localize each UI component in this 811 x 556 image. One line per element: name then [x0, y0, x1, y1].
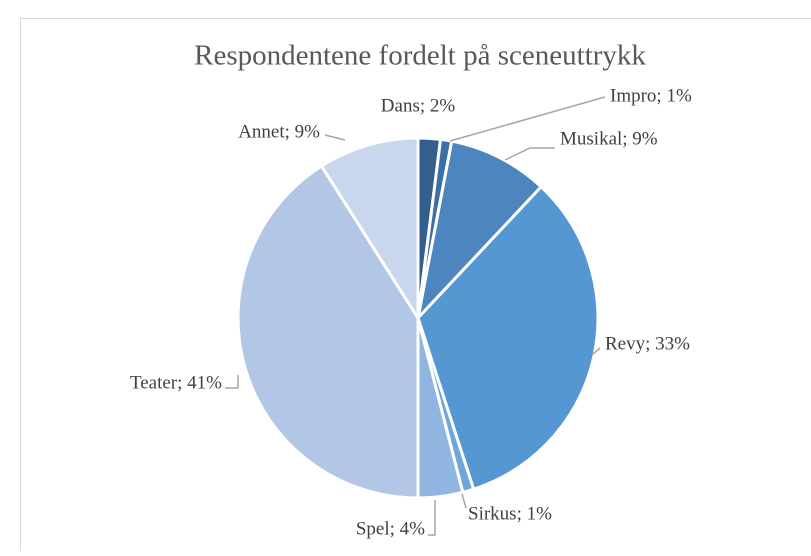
data-label: Impro; 1%: [610, 85, 692, 106]
data-label: Musikal; 9%: [560, 128, 658, 149]
data-label: Dans; 2%: [381, 95, 456, 116]
chart-title: Respondentene fordelt på sceneuttrykk: [194, 40, 646, 72]
data-label: Revy; 33%: [605, 333, 690, 354]
data-label: Teater; 41%: [130, 372, 222, 393]
data-label: Sirkus; 1%: [468, 503, 552, 524]
data-label: Spel; 4%: [356, 518, 425, 539]
data-label: Annet; 9%: [238, 121, 320, 142]
